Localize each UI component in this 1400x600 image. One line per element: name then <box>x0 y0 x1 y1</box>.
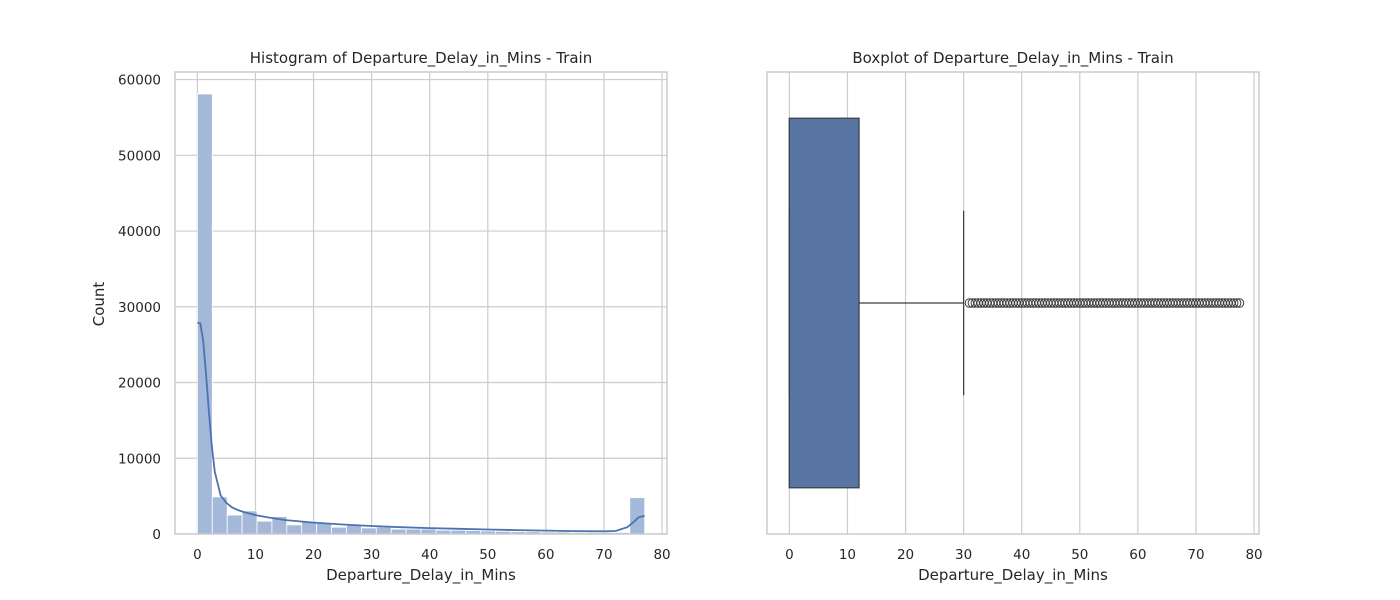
x-tick-label: 50 <box>479 547 496 563</box>
x-tick-label: 0 <box>785 547 794 563</box>
x-tick-label: 60 <box>537 547 554 563</box>
y-tick-label: 40000 <box>118 224 161 240</box>
y-tick-label: 0 <box>152 527 161 543</box>
x-tick-label: 60 <box>1129 547 1146 563</box>
histogram-bar <box>256 520 273 535</box>
x-tick-label: 10 <box>247 547 264 563</box>
histogram-bars <box>196 93 646 535</box>
histogram-bar <box>331 526 347 535</box>
y-tick-label: 20000 <box>118 376 161 392</box>
histogram-bar <box>196 93 213 535</box>
histogram-frame <box>174 71 668 535</box>
y-tick-label: 10000 <box>118 451 161 467</box>
histogram-bar <box>226 514 243 535</box>
histogram-bar <box>375 526 392 535</box>
x-tick-label: 20 <box>897 547 914 563</box>
outlier-point <box>1229 298 1239 308</box>
y-tick-label: 60000 <box>118 73 161 89</box>
boxplot-title: Boxplot of Departure_Delay_in_Mins - Tra… <box>852 49 1173 68</box>
boxplot-frame <box>766 71 1260 535</box>
x-tick-label: 70 <box>1187 547 1204 563</box>
histogram-y-tick-labels: 0 10000 20000 30000 40000 50000 60000 <box>118 73 161 543</box>
x-tick-label: 20 <box>305 547 322 563</box>
x-tick-label: 40 <box>1013 547 1030 563</box>
boxplot-outliers <box>964 298 1245 308</box>
histogram-bar <box>360 527 377 535</box>
y-tick-label: 30000 <box>118 300 161 316</box>
histogram-bar <box>316 522 332 535</box>
histogram-x-axis-label: Departure_Delay_in_Mins <box>326 566 516 585</box>
x-tick-label: 80 <box>1245 547 1262 563</box>
x-tick-label: 50 <box>1071 547 1088 563</box>
kde-curve <box>197 321 645 533</box>
boxplot-body <box>788 117 965 489</box>
histogram-panel: 0 10 20 30 40 50 60 70 80 0 10000 20000 30000 40000 5… <box>90 49 671 585</box>
interquartile-box <box>788 117 860 489</box>
x-tick-label: 10 <box>839 547 856 563</box>
histogram-grid <box>175 72 667 535</box>
x-tick-label: 0 <box>193 547 202 563</box>
histogram-bar <box>286 524 303 535</box>
boxplot-x-tick-labels: 0 10 20 30 40 50 60 70 80 <box>785 547 1263 563</box>
x-tick-label: 30 <box>955 547 972 563</box>
x-tick-label: 30 <box>363 547 380 563</box>
histogram-x-tick-labels: 0 10 20 30 40 50 60 70 80 <box>193 547 671 563</box>
outlier-point <box>1234 298 1245 308</box>
histogram-title: Histogram of Departure_Delay_in_Mins - T… <box>250 49 592 68</box>
boxplot-x-axis-label: Departure_Delay_in_Mins <box>918 566 1108 585</box>
x-tick-label: 80 <box>653 547 670 563</box>
outlier-point <box>1231 298 1242 308</box>
histogram-y-axis-label: Count <box>90 282 108 327</box>
boxplot-panel: 0 10 20 30 40 50 60 70 80 Boxplot of Departure_D… <box>766 49 1263 585</box>
x-tick-label: 70 <box>595 547 612 563</box>
histogram-bar <box>346 524 362 535</box>
y-tick-label: 50000 <box>118 148 161 164</box>
x-tick-label: 40 <box>421 547 438 563</box>
